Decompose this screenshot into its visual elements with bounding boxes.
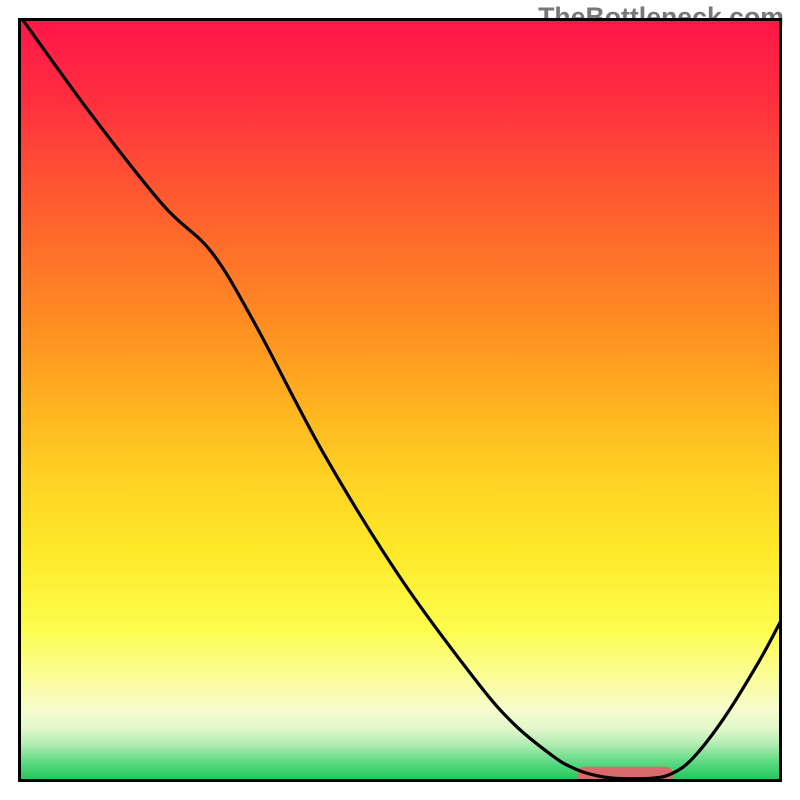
plot-area: [18, 18, 782, 782]
plot-svg: [18, 18, 782, 782]
figure-container: TheBottleneck.com: [0, 0, 800, 800]
gradient-background: [18, 18, 782, 782]
